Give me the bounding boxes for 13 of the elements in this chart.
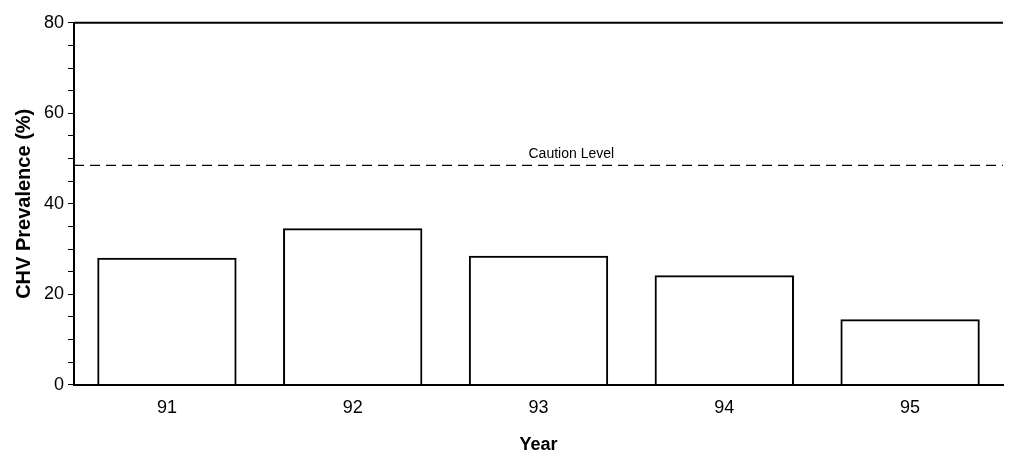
- y-tick-label: 60: [43, 102, 65, 123]
- y-tick-label: 20: [43, 283, 65, 304]
- y-axis-title: CHV Prevalence (%): [11, 108, 34, 299]
- y-tick-label: 0: [54, 373, 65, 394]
- x-tick-label: 91: [156, 396, 177, 417]
- x-tick-label: 94: [714, 396, 735, 417]
- ref-line-label: Caution Level: [528, 145, 615, 162]
- x-tick-label: 95: [900, 396, 921, 417]
- y-tick-label: 40: [43, 192, 65, 213]
- x-axis-title: Year: [519, 434, 558, 455]
- y-tick-label: 80: [43, 11, 65, 32]
- x-tick-label: 92: [342, 396, 363, 417]
- x-tick-label: 93: [528, 396, 549, 417]
